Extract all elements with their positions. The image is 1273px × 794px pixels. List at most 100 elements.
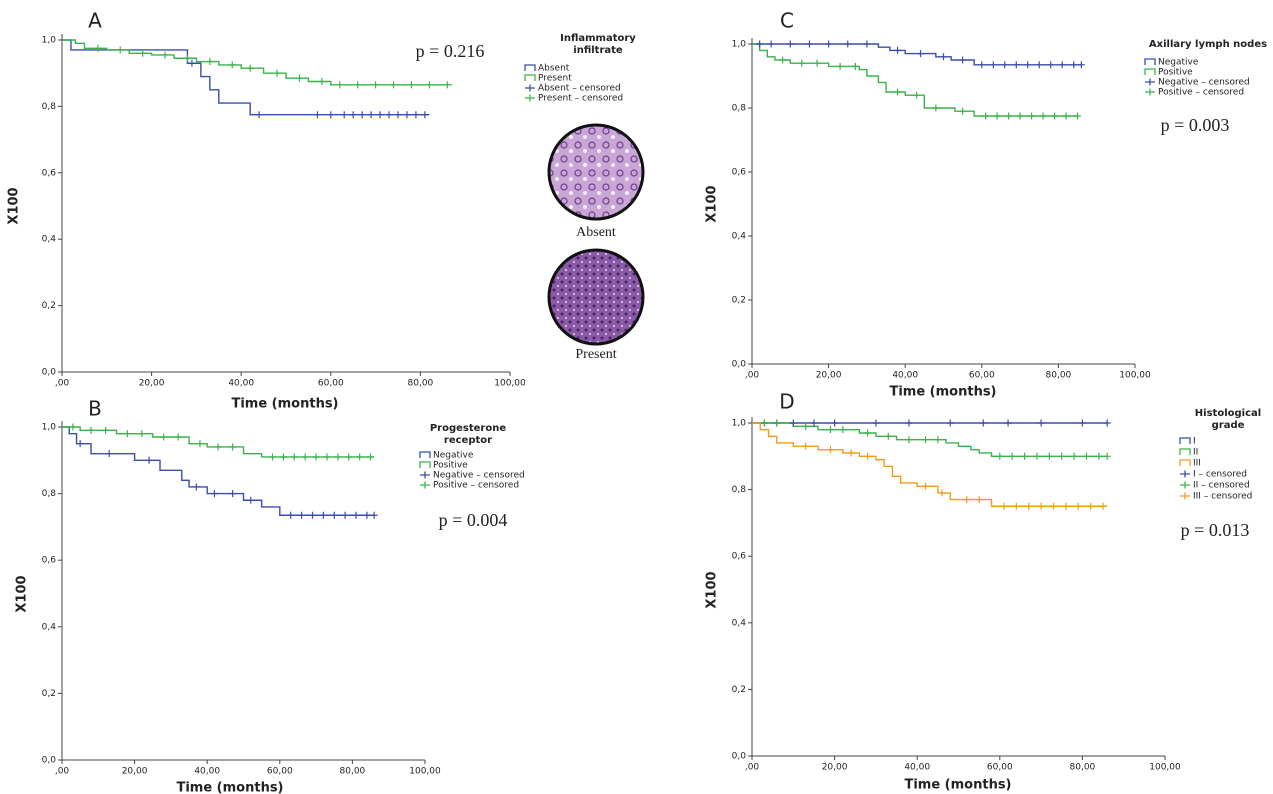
x-tick-label: 80,00 bbox=[1046, 371, 1072, 381]
censored-mark bbox=[1083, 453, 1090, 460]
y-tick-label: 0,2 bbox=[42, 301, 56, 311]
censored-mark bbox=[247, 497, 254, 504]
x-tick-label: 20,00 bbox=[139, 379, 165, 389]
censored-mark bbox=[291, 453, 298, 460]
legend-icon bbox=[525, 75, 535, 81]
x-axis-title: Time (months) bbox=[889, 385, 996, 400]
censored-mark bbox=[798, 60, 805, 67]
censored-mark bbox=[1087, 503, 1094, 510]
censored-mark bbox=[1038, 420, 1045, 427]
censored-mark bbox=[996, 453, 1003, 460]
censored-mark bbox=[768, 41, 775, 48]
survival-curve bbox=[752, 423, 1107, 506]
censored-mark bbox=[917, 50, 924, 57]
censored-mark bbox=[334, 453, 341, 460]
censored-mark bbox=[184, 55, 191, 62]
censored-mark bbox=[327, 111, 334, 118]
censored-mark bbox=[196, 440, 203, 447]
legend-icon bbox=[1145, 69, 1155, 75]
censored-mark bbox=[922, 436, 929, 443]
legend-icon bbox=[1180, 482, 1190, 489]
p-value: p = 0.004 bbox=[439, 510, 508, 530]
x-tick-label: 60,00 bbox=[318, 379, 344, 389]
censored-mark bbox=[802, 443, 809, 450]
panel-label: C bbox=[780, 9, 794, 33]
legend-label: Negative – censored bbox=[1158, 78, 1250, 88]
censored-mark bbox=[814, 60, 821, 67]
tissue-image bbox=[549, 125, 643, 219]
censored-mark bbox=[386, 111, 393, 118]
censored-mark bbox=[188, 60, 195, 67]
x-tick-label: 20,00 bbox=[816, 371, 842, 381]
legend-icon bbox=[1180, 493, 1190, 500]
censored-mark bbox=[963, 496, 970, 503]
legend-title: Histological grade bbox=[1178, 408, 1273, 432]
censored-mark bbox=[885, 433, 892, 440]
panel-label: B bbox=[88, 397, 102, 421]
y-axis-title: X100 bbox=[705, 185, 720, 222]
censored-mark bbox=[806, 41, 813, 48]
censored-mark bbox=[922, 483, 929, 490]
censored-mark bbox=[790, 420, 797, 427]
censored-mark bbox=[1036, 61, 1043, 68]
y-tick-label: 0,4 bbox=[732, 232, 747, 242]
x-tick-label: 20,00 bbox=[122, 767, 148, 777]
panel-label: A bbox=[88, 9, 102, 33]
legend-icon bbox=[420, 482, 430, 489]
censored-mark bbox=[206, 58, 213, 65]
x-tick-label: 40,00 bbox=[904, 763, 930, 773]
censored-mark bbox=[1078, 61, 1085, 68]
censored-mark bbox=[872, 420, 879, 427]
image-caption: Absent bbox=[576, 225, 616, 240]
y-tick-label: 1,0 bbox=[42, 36, 57, 46]
censored-mark bbox=[1025, 503, 1032, 510]
censored-mark bbox=[1040, 113, 1047, 120]
censored-mark bbox=[1100, 503, 1107, 510]
y-tick-label: 0,0 bbox=[732, 360, 747, 370]
censored-mark bbox=[1095, 453, 1102, 460]
p-value: p = 0.003 bbox=[1161, 115, 1230, 135]
legend-label: Positive – censored bbox=[433, 481, 519, 491]
censored-mark bbox=[124, 430, 131, 437]
censored-mark bbox=[106, 450, 113, 457]
legend-label: Negative – censored bbox=[433, 471, 525, 481]
y-tick-label: 0,6 bbox=[732, 168, 747, 178]
survival-curve bbox=[62, 427, 374, 515]
legend-label: Present – censored bbox=[538, 94, 623, 104]
censored-mark bbox=[256, 111, 263, 118]
censored-mark bbox=[787, 41, 794, 48]
x-tick-label: 40,00 bbox=[228, 379, 254, 389]
censored-mark bbox=[363, 512, 370, 519]
x-tick-label: ,00 bbox=[745, 371, 760, 381]
censored-mark bbox=[102, 427, 109, 434]
censored-mark bbox=[302, 453, 309, 460]
legend-icon bbox=[525, 85, 535, 92]
censored-mark bbox=[367, 453, 374, 460]
censored-mark bbox=[331, 512, 338, 519]
legend-icon bbox=[1180, 438, 1190, 444]
y-tick-label: 0,0 bbox=[42, 756, 57, 766]
y-tick-label: 1,0 bbox=[732, 419, 747, 429]
survival-curve bbox=[752, 44, 1078, 116]
legend-icon bbox=[1145, 79, 1155, 86]
censored-mark bbox=[342, 512, 349, 519]
censored-mark bbox=[215, 443, 222, 450]
x-tick-label: 40,00 bbox=[194, 767, 220, 777]
y-tick-label: 0,6 bbox=[732, 552, 747, 562]
legend-title: Progesterone receptor bbox=[418, 423, 518, 447]
legend-label: I bbox=[1193, 437, 1196, 447]
censored-mark bbox=[77, 440, 84, 447]
y-axis-title: X100 bbox=[705, 571, 720, 608]
censored-mark bbox=[934, 436, 941, 443]
x-tick-label: 40,00 bbox=[892, 371, 918, 381]
x-tick-label: 60,00 bbox=[969, 371, 995, 381]
censored-mark bbox=[371, 512, 378, 519]
legend-label: II bbox=[1193, 448, 1198, 458]
y-tick-label: 1,0 bbox=[732, 40, 747, 50]
censored-mark bbox=[1005, 113, 1012, 120]
censored-mark bbox=[1013, 503, 1020, 510]
censored-mark bbox=[1104, 420, 1111, 427]
legend-label: III bbox=[1193, 459, 1201, 469]
censored-mark bbox=[938, 489, 945, 496]
legend-icon bbox=[525, 65, 535, 71]
